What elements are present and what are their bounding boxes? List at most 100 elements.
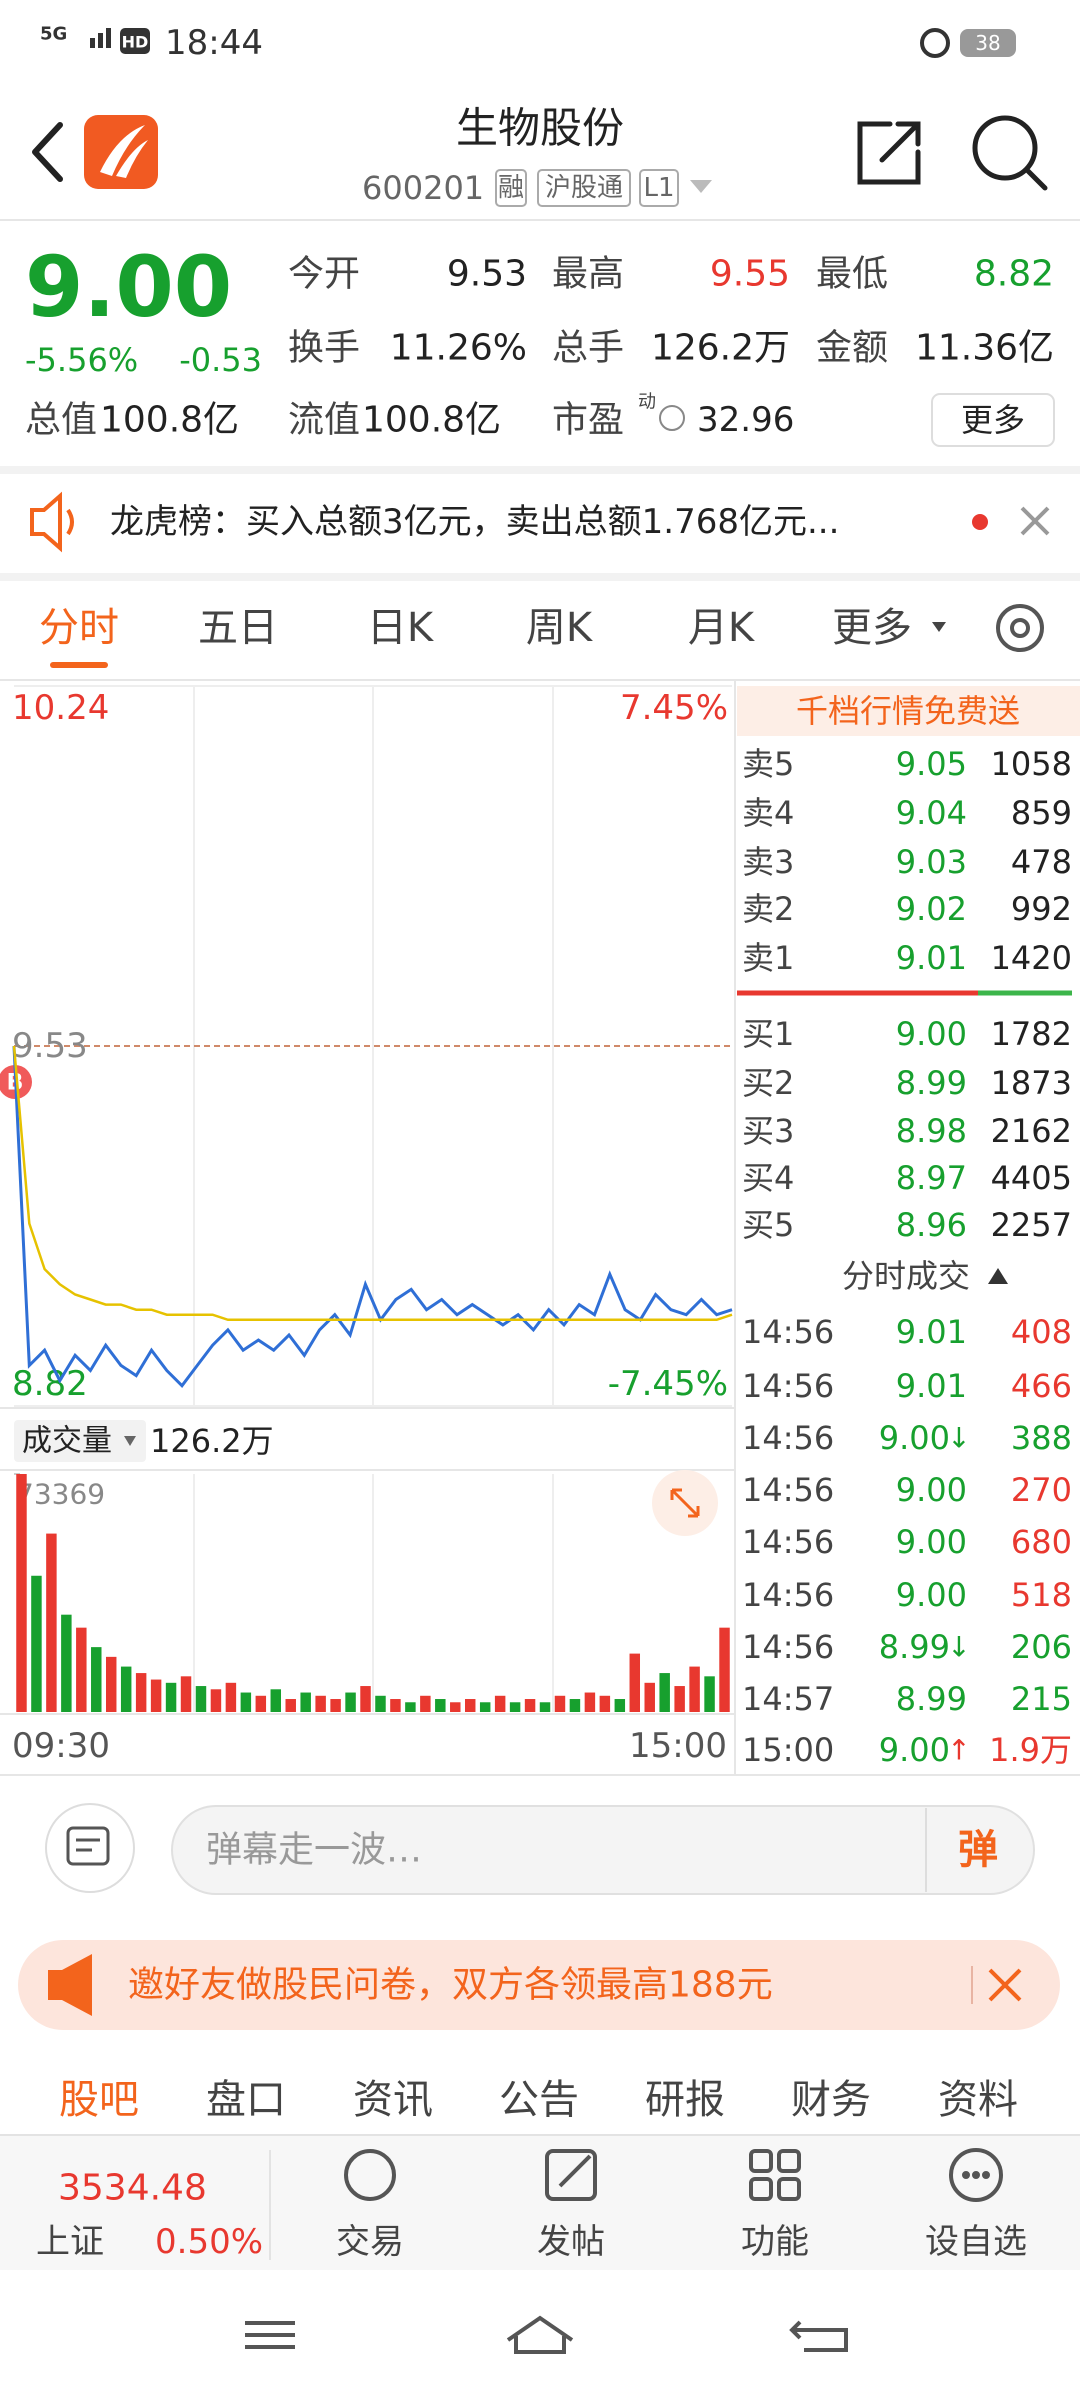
change-amount: -0.53 (179, 341, 262, 379)
promo-banner[interactable] (18, 1940, 1060, 2030)
action-label[interactable]: 发帖 (537, 2222, 605, 2262)
notice-dot (972, 514, 988, 530)
field-value: 8.82 (974, 254, 1054, 295)
stock-tag: 融 (498, 173, 524, 203)
section-tab[interactable]: 研报 (645, 2077, 725, 2123)
section-tab[interactable]: 公告 (499, 2077, 579, 2123)
order-book-promo[interactable]: 千档行情免费送 (796, 692, 1020, 730)
action-label[interactable]: 功能 (741, 2222, 809, 2262)
stock-tag-box (537, 169, 631, 207)
level-price: 8.98 (896, 1112, 967, 1150)
comment-input[interactable] (171, 1805, 1035, 1895)
tab-underline (50, 662, 108, 668)
post-icon[interactable] (545, 2149, 597, 2201)
trade-price: 9.00 (879, 1419, 950, 1457)
sort-icon[interactable] (988, 1268, 1008, 1284)
section-tab[interactable]: 资料 (938, 2077, 1018, 2123)
bottom-bar-bg (0, 2135, 1080, 2270)
index-name[interactable]: 上证 (36, 2222, 104, 2262)
chart-tab[interactable]: 周K (526, 605, 594, 651)
volume-label[interactable]: 成交量 (22, 1424, 112, 1459)
y2-tick-label: 7.45% (620, 688, 728, 728)
trade-time: 14:56 (742, 1523, 834, 1561)
more-button[interactable] (931, 393, 1055, 447)
chart-tab[interactable]: 五日 (198, 605, 278, 651)
more-label[interactable]: 更多 (961, 401, 1025, 439)
volume-bar (405, 1702, 416, 1712)
volume-bar (494, 1695, 506, 1712)
section-tab[interactable]: 盘口 (206, 2077, 286, 2123)
action-label[interactable]: 交易 (336, 2222, 404, 2262)
level-label: 买3 (742, 1112, 794, 1150)
volume-bar (345, 1692, 356, 1712)
watchlist-icon[interactable] (949, 2148, 1003, 2202)
alarm-icon (920, 28, 950, 58)
pe-info-icon[interactable] (659, 405, 685, 431)
dropdown-icon[interactable] (124, 1436, 136, 1446)
expand-button[interactable] (652, 1470, 718, 1536)
hd-label: HD (122, 33, 149, 52)
hd-badge (120, 28, 150, 54)
chart-tab[interactable]: 月K (688, 605, 756, 651)
volume-selector[interactable] (14, 1420, 146, 1462)
close-promo[interactable] (988, 1968, 1022, 2002)
share-button[interactable] (857, 121, 921, 185)
trade-arrow: ↑ (947, 1734, 970, 1767)
trade-icon[interactable] (344, 2149, 396, 2201)
trade-time: 14:57 (742, 1680, 834, 1718)
volume-bar (554, 1695, 566, 1712)
promo-text[interactable]: 邀好友做股民问卷，双方各领最高188元 (128, 1965, 773, 2006)
dropdown-icon[interactable] (932, 622, 946, 632)
trade-time: 14:56 (742, 1628, 834, 1666)
notice-text[interactable]: 龙虎榜：买入总额3亿元，卖出总额1.768亿元... (110, 502, 839, 542)
trade-time: 14:56 (742, 1367, 834, 1405)
volume-bar (375, 1695, 386, 1712)
volume-bar (31, 1575, 42, 1712)
chart-tab[interactable]: 分时 (39, 605, 119, 651)
trade-price: 9.00 (896, 1471, 967, 1509)
level-volume: 2162 (991, 1112, 1072, 1150)
function-icon[interactable] (749, 2149, 801, 2201)
nav-back[interactable] (789, 2320, 848, 2352)
dropdown-icon[interactable] (690, 180, 712, 193)
volume-bar (91, 1647, 102, 1712)
level-volume: 478 (1011, 843, 1072, 881)
chart-tab[interactable]: 更多 (832, 605, 912, 651)
search-button[interactable] (972, 115, 1048, 191)
action-label[interactable]: 设自选 (925, 2222, 1027, 2262)
volume-bar (390, 1699, 401, 1712)
change-percent: -5.56% (25, 341, 138, 379)
stock-name: 生物股份 (456, 104, 624, 153)
level-volume: 1782 (991, 1015, 1072, 1053)
level-label: 卖3 (742, 843, 794, 881)
stock-tag: L1 (643, 173, 674, 203)
index-change[interactable]: 0.50% (155, 2222, 263, 2262)
settings-button[interactable] (996, 604, 1044, 652)
back-button[interactable] (32, 122, 63, 182)
level-volume: 859 (1011, 794, 1072, 832)
danmaku-button[interactable]: 弹 (958, 1827, 998, 1873)
level-label: 卖4 (742, 794, 794, 832)
level-label: 买4 (742, 1159, 794, 1197)
volume-bar (569, 1699, 581, 1712)
volume-bar (644, 1682, 655, 1712)
volume-bar (659, 1673, 670, 1712)
comment-placeholder[interactable]: 弹幕走一波… (206, 1830, 422, 1871)
chart-tab[interactable]: 日K (367, 605, 435, 651)
trades-title[interactable]: 分时成交 (842, 1257, 970, 1295)
nav-menu[interactable] (245, 2321, 295, 2349)
trade-price: 9.00 (896, 1523, 967, 1561)
field-label: 换手 (288, 328, 360, 369)
section-tab[interactable]: 资讯 (353, 2077, 433, 2123)
promo-bg (737, 686, 1080, 736)
battery-level: 38 (975, 31, 1000, 55)
danmaku-settings[interactable] (45, 1803, 135, 1893)
nav-home[interactable] (506, 2315, 574, 2354)
volume-bar (255, 1695, 267, 1712)
level-volume: 1058 (991, 745, 1072, 783)
trade-time: 15:00 (742, 1731, 834, 1769)
close-notice[interactable] (1020, 506, 1050, 536)
section-tab[interactable]: 股吧 (59, 2077, 139, 2123)
section-tab[interactable]: 财务 (791, 2077, 871, 2123)
index-value[interactable]: 3534.48 (58, 2168, 207, 2209)
